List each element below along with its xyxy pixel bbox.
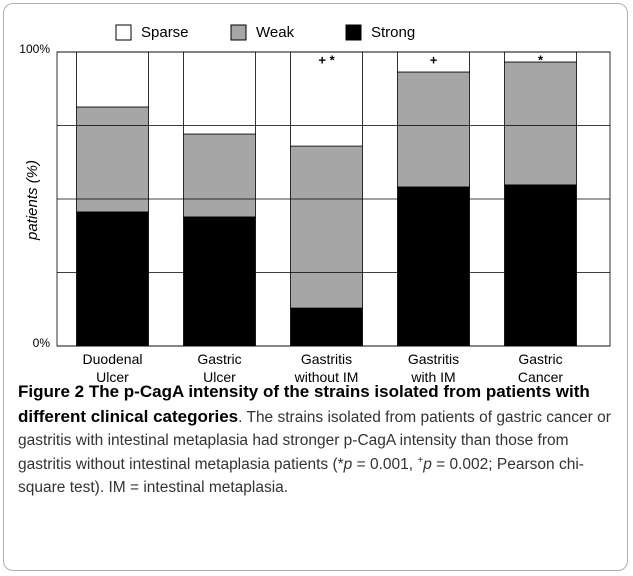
x-tick-label: Gastric Ulcer [197,351,242,385]
legend-label: Weak [256,24,295,41]
y-axis-label: patients (%) [24,160,41,241]
y-tick-label: 0% [33,336,51,350]
legend-swatch [115,24,132,41]
bar-segment [397,186,470,347]
bar-segment [76,51,149,108]
bar-segment [183,133,256,218]
caption-text: p [343,455,353,473]
bar-segment [504,184,577,347]
figure-frame [3,3,628,571]
caption-text: = 0.001, [352,455,418,473]
plot-frame [56,51,611,347]
significance-marker: * [538,52,544,67]
bar-segment [290,51,363,147]
legend-label: Strong [371,24,415,41]
bar-segment [290,145,363,309]
x-tick-label: Gastritis with IM [407,351,460,385]
y-tick-label: 100% [19,42,50,56]
x-tick-label: Duodenal Ulcer [82,351,143,385]
bar-segment [397,71,470,188]
caption-text: + [417,454,424,466]
significance-marker: + [430,52,438,67]
bar-segment [76,106,149,213]
legend-swatch [230,24,247,41]
bar-segment [290,307,363,347]
legend-label: Sparse [141,24,189,41]
x-tick-label: Gastritis without IM [294,351,359,385]
caption: Figure 2 The p-CagA intensity of the str… [18,380,612,500]
caption-text: . The strains isolated from patients of … [18,408,611,473]
caption-text: = 0.002; Pearson chi-square test). IM = … [18,455,584,497]
caption-text: p [423,455,432,473]
significance-marker: + * [318,52,335,67]
caption-title: Figure 2 The p-CagA intensity of the str… [18,382,590,426]
bar-segment [183,51,256,135]
bar-segment [183,216,256,347]
x-tick-label: Gastric Cancer [517,351,564,385]
bar-segment [76,211,149,347]
bar-segment [504,61,577,186]
legend-swatch [345,24,362,41]
